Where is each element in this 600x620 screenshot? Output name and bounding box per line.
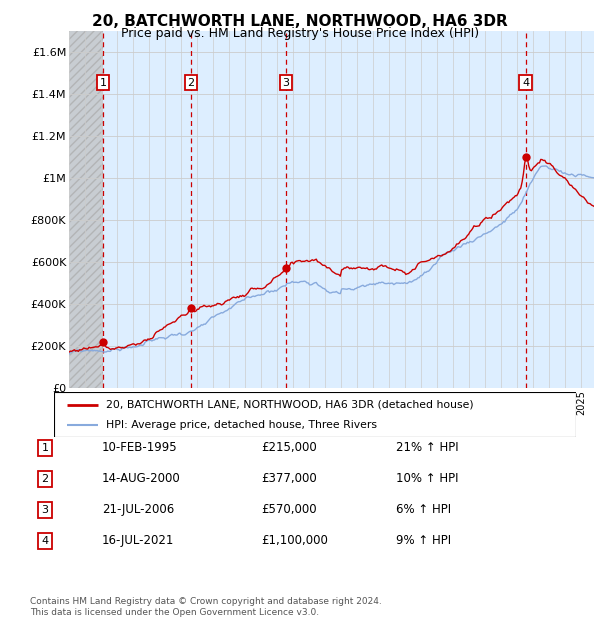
Text: 4: 4 — [522, 78, 529, 87]
Text: 1: 1 — [41, 443, 49, 453]
Text: Price paid vs. HM Land Registry's House Price Index (HPI): Price paid vs. HM Land Registry's House … — [121, 27, 479, 40]
Text: 14-AUG-2000: 14-AUG-2000 — [102, 472, 181, 485]
Text: 9% ↑ HPI: 9% ↑ HPI — [396, 534, 451, 547]
Bar — [69, 31, 103, 388]
Text: 3: 3 — [283, 78, 289, 87]
Text: 10% ↑ HPI: 10% ↑ HPI — [396, 472, 458, 485]
Text: 6% ↑ HPI: 6% ↑ HPI — [396, 503, 451, 516]
Text: 2: 2 — [187, 78, 194, 87]
Text: 21-JUL-2006: 21-JUL-2006 — [102, 503, 174, 516]
Text: 16-JUL-2021: 16-JUL-2021 — [102, 534, 175, 547]
Text: 4: 4 — [41, 536, 49, 546]
Text: £215,000: £215,000 — [261, 441, 317, 454]
Text: £570,000: £570,000 — [261, 503, 317, 516]
Text: 3: 3 — [41, 505, 49, 515]
Text: £377,000: £377,000 — [261, 472, 317, 485]
FancyBboxPatch shape — [54, 392, 576, 437]
Text: 20, BATCHWORTH LANE, NORTHWOOD, HA6 3DR: 20, BATCHWORTH LANE, NORTHWOOD, HA6 3DR — [92, 14, 508, 29]
Text: Contains HM Land Registry data © Crown copyright and database right 2024.
This d: Contains HM Land Registry data © Crown c… — [30, 598, 382, 617]
Text: 21% ↑ HPI: 21% ↑ HPI — [396, 441, 458, 454]
Text: HPI: Average price, detached house, Three Rivers: HPI: Average price, detached house, Thre… — [106, 420, 377, 430]
Text: 2: 2 — [41, 474, 49, 484]
Text: 20, BATCHWORTH LANE, NORTHWOOD, HA6 3DR (detached house): 20, BATCHWORTH LANE, NORTHWOOD, HA6 3DR … — [106, 399, 474, 410]
Text: £1,100,000: £1,100,000 — [261, 534, 328, 547]
Text: 1: 1 — [100, 78, 106, 87]
Text: 10-FEB-1995: 10-FEB-1995 — [102, 441, 178, 454]
